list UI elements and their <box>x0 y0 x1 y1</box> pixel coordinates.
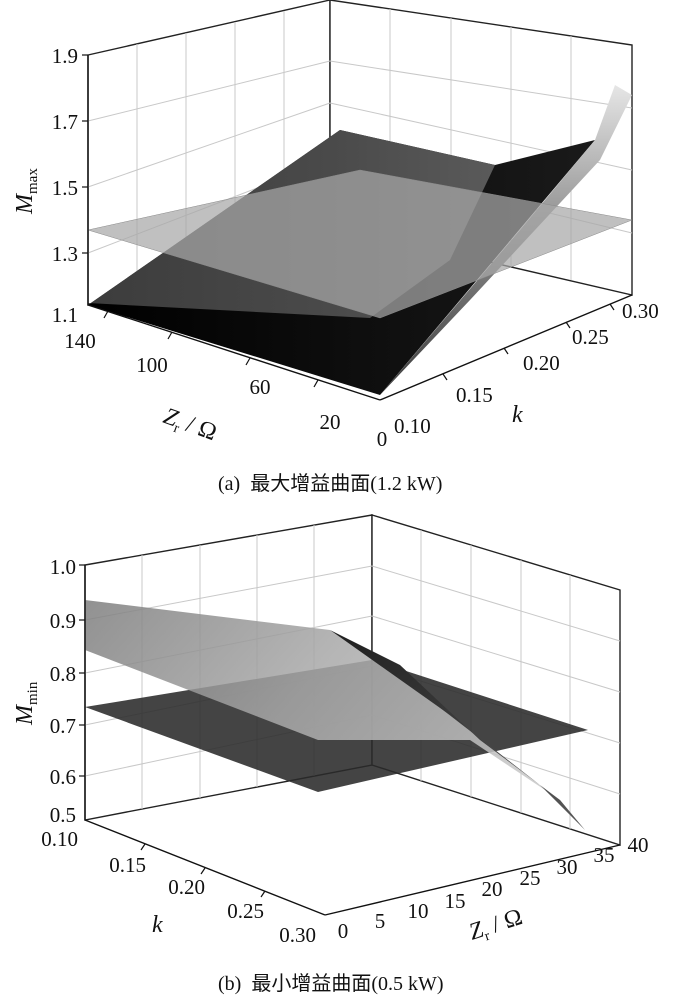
chart-b-y-tick: 0.20 <box>168 875 205 899</box>
chart-b-z-tick: 0.5 <box>50 803 76 827</box>
chart-a-y-tick: 0.10 <box>394 414 431 438</box>
chart-b-y-ticks: 0.10 0.15 0.20 0.25 0.30 <box>41 827 316 947</box>
chart-b-x-tick: 15 <box>445 889 466 913</box>
chart-panel-b: 1.0 0.9 0.8 0.7 0.6 0.5 Mmin 0.10 0.15 0… <box>0 500 681 1000</box>
chart-a-xlabel: Zr / Ω <box>159 403 220 449</box>
chart-b-x-tick: 5 <box>375 909 386 933</box>
chart-a-x-tick: 60 <box>250 375 271 399</box>
chart-a-x-tick: 20 <box>320 410 341 434</box>
chart-a-y-tick: 0.30 <box>622 299 659 323</box>
chart-b-z-tick: 0.6 <box>50 765 76 789</box>
chart-b-y-tick: 0.10 <box>41 827 78 851</box>
chart-b-x-tick: 25 <box>520 866 541 890</box>
chart-b-zlabel: Mmin <box>12 681 41 726</box>
chart-b-x-tick: 35 <box>594 843 615 867</box>
chart-b-y-tick: 0.25 <box>227 899 264 923</box>
chart-a-z-tick: 1.3 <box>52 242 78 266</box>
chart-b-z-tick: 0.9 <box>50 609 76 633</box>
chart-a-z-tick: 1.9 <box>52 44 78 68</box>
chart-b-svg: 1.0 0.9 0.8 0.7 0.6 0.5 Mmin 0.10 0.15 0… <box>0 500 681 1000</box>
chart-b-z-tick-marks <box>79 565 85 776</box>
chart-a-y-tick: 0.15 <box>456 383 493 407</box>
chart-b-x-tick: 10 <box>408 899 429 923</box>
chart-a-x-tick: 140 <box>64 329 96 353</box>
chart-a-y-tick: 0.20 <box>523 351 560 375</box>
chart-b-z-tick: 1.0 <box>50 555 76 579</box>
chart-a-z-tick: 1.5 <box>52 176 78 200</box>
chart-b-x-tick: 0 <box>338 919 349 943</box>
chart-a-zlabel: Mmax <box>12 168 41 215</box>
chart-b-z-tick: 0.7 <box>50 714 76 738</box>
chart-a-z-ticks: 1.9 1.7 1.5 1.3 1.1 <box>52 44 78 327</box>
chart-a-y-tick: 0.25 <box>572 325 609 349</box>
chart-b-caption: (b) 最小增益曲面(0.5 kW) <box>218 972 444 995</box>
chart-a-z-tick: 1.1 <box>52 303 78 327</box>
chart-a-ylabel: k <box>512 402 523 428</box>
chart-a-x-tick: 100 <box>136 353 168 377</box>
chart-a-svg: 1.9 1.7 1.5 1.3 1.1 Mmax 140 100 60 20 0… <box>0 0 681 500</box>
chart-b-x-tick: 40 <box>628 833 649 857</box>
chart-b-x-tick: 30 <box>557 855 578 879</box>
chart-panel-a: 1.9 1.7 1.5 1.3 1.1 Mmax 140 100 60 20 0… <box>0 0 681 500</box>
chart-b-y-tick: 0.30 <box>279 923 316 947</box>
chart-b-y-tick: 0.15 <box>109 853 146 877</box>
chart-b-ylabel: k <box>152 912 163 938</box>
chart-b-x-tick: 20 <box>482 877 503 901</box>
chart-a-z-tick-marks <box>82 55 88 253</box>
chart-b-z-tick: 0.8 <box>50 662 76 686</box>
chart-b-z-ticks: 1.0 0.9 0.8 0.7 0.6 0.5 <box>50 555 76 827</box>
chart-b-xlabel: Zr / Ω <box>466 904 527 948</box>
chart-a-caption: (a) 最大增益曲面(1.2 kW) <box>218 472 442 495</box>
chart-a-x-tick: 0 <box>377 427 388 451</box>
chart-a-z-tick: 1.7 <box>52 110 78 134</box>
